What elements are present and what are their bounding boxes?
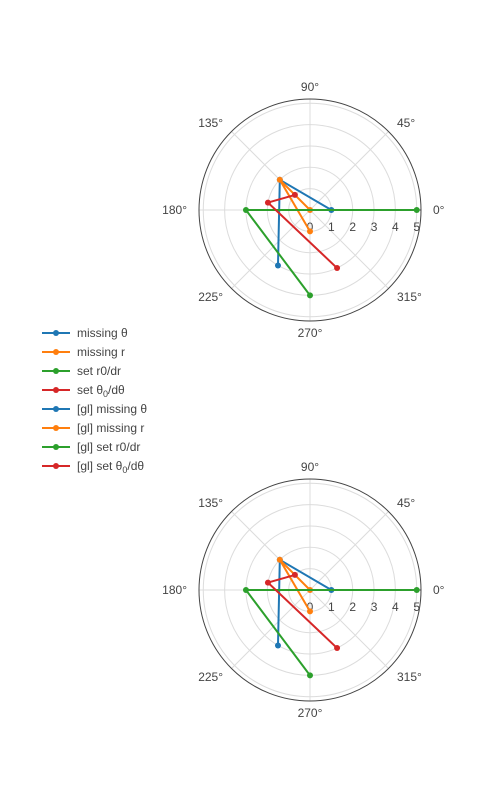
- legend-swatch-marker: [53, 463, 59, 469]
- legend-label: [gl] missing θ: [77, 402, 147, 416]
- angular-gridline: [309, 511, 389, 591]
- angular-tick-label: 180°: [162, 583, 187, 597]
- data-point: [334, 645, 341, 652]
- angular-tick-label: 90°: [301, 460, 319, 474]
- angular-tick-label: 90°: [301, 80, 319, 94]
- polar-plot-2: 0 1 2 3 4 5 0° 45° 90° 135° 180° 225° 270° 315°: [162, 460, 445, 720]
- data-point: [276, 556, 283, 563]
- legend-swatch-marker: [53, 368, 59, 374]
- legend-item[interactable]: missing θ: [42, 326, 128, 340]
- polar-plot-1: 0 1 2 3 4 5 0° 45° 90° 135° 180° 225° 270° 315°: [162, 80, 445, 340]
- legend-swatch-marker: [53, 425, 59, 431]
- data-point: [274, 642, 281, 649]
- radial-tick-label: 4: [392, 220, 399, 234]
- data-point: [276, 176, 283, 183]
- legend-label: [gl] set θ0/dθ: [77, 459, 144, 475]
- legend-item[interactable]: missing r: [42, 345, 125, 359]
- data-point: [242, 207, 249, 213]
- angular-tick-label: 315°: [397, 290, 422, 304]
- angular-tick-label: 225°: [198, 290, 223, 304]
- legend-item[interactable]: [gl] missing θ: [42, 402, 147, 416]
- radial-tick-label: 1: [328, 600, 335, 614]
- radial-tick-label: 0: [307, 600, 314, 614]
- radial-tick-label: 3: [371, 600, 378, 614]
- angular-gridline: [231, 209, 311, 289]
- radial-tick-label: 2: [349, 220, 356, 234]
- data-point: [413, 587, 420, 593]
- angular-tick-label: 315°: [397, 670, 422, 684]
- radial-tick-label: 0: [307, 220, 314, 234]
- legend-label: set θ0/dθ: [77, 383, 125, 399]
- radial-tick-label: 5: [413, 220, 420, 234]
- angular-tick-label: 225°: [198, 670, 223, 684]
- legend-swatch-marker: [53, 444, 59, 450]
- data-point: [413, 207, 420, 213]
- radial-tick-label: 3: [371, 220, 378, 234]
- legend-label: missing θ: [77, 326, 128, 340]
- legend-item[interactable]: [gl] set r0/dr: [42, 440, 140, 454]
- data-point: [291, 191, 298, 198]
- data-point: [334, 265, 341, 272]
- legend-swatch-marker: [53, 330, 59, 336]
- radial-tick-label: 1: [328, 220, 335, 234]
- data-point: [291, 571, 298, 578]
- legend-label: [gl] missing r: [77, 421, 144, 435]
- angular-gridline: [309, 209, 389, 289]
- angular-tick-label: 0°: [433, 583, 445, 597]
- data-point: [307, 228, 313, 235]
- angular-gridline: [309, 131, 389, 211]
- legend-swatch-marker: [53, 406, 59, 412]
- data-point: [242, 587, 249, 593]
- angular-tick-label: 180°: [162, 203, 187, 217]
- angular-tick-label: 135°: [198, 116, 223, 130]
- data-point: [264, 199, 271, 206]
- legend-item[interactable]: [gl] missing r: [42, 421, 144, 435]
- legend: missing θ missing r set r0/dr set θ0/dθ [gl]…: [42, 326, 147, 475]
- data-point: [274, 262, 281, 269]
- legend-label: missing r: [77, 345, 125, 359]
- angular-tick-label: 45°: [397, 496, 415, 510]
- legend-label: [gl] set r0/dr: [77, 440, 140, 454]
- legend-swatch-marker: [53, 349, 59, 355]
- legend-item[interactable]: [gl] set θ0/dθ: [42, 459, 144, 475]
- angular-tick-label: 45°: [397, 116, 415, 130]
- data-point: [307, 672, 313, 679]
- radial-tick-label: 5: [413, 600, 420, 614]
- angular-gridline: [231, 589, 311, 669]
- legend-swatch-marker: [53, 387, 59, 393]
- angular-tick-label: 270°: [298, 326, 323, 340]
- data-point: [264, 579, 271, 586]
- data-point: [307, 608, 313, 615]
- legend-item[interactable]: set r0/dr: [42, 364, 121, 378]
- legend-label: set r0/dr: [77, 364, 121, 378]
- angular-tick-label: 270°: [298, 706, 323, 720]
- radial-tick-label: 4: [392, 600, 399, 614]
- legend-item[interactable]: set θ0/dθ: [42, 383, 125, 399]
- angular-tick-label: 0°: [433, 203, 445, 217]
- angular-gridline: [309, 589, 389, 669]
- angular-tick-label: 135°: [198, 496, 223, 510]
- radial-tick-label: 2: [349, 600, 356, 614]
- data-point: [307, 292, 313, 299]
